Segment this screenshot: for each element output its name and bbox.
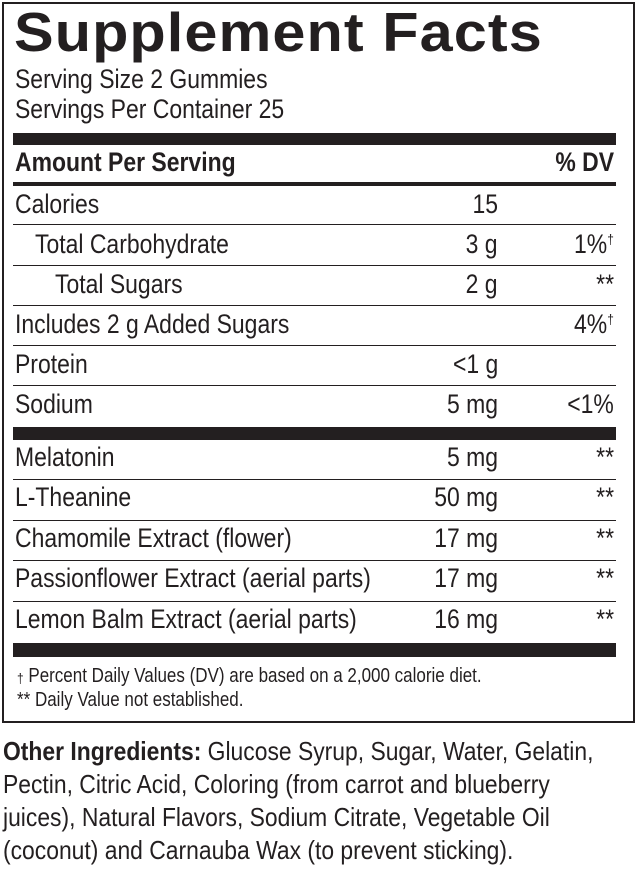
nutrient-amount: 15 (472, 189, 498, 219)
ingredient-amount: 5 mg (446, 442, 498, 472)
nutrient-row: Sodium 5 mg <1% (0, 389, 637, 429)
amount-header: Amount Per Serving (15, 147, 236, 177)
ingredient-amount: 17 mg (434, 523, 498, 553)
nutrient-name: Total Sugars (55, 269, 183, 299)
header-row: Amount Per Serving % DV (0, 147, 637, 187)
footnote-not-established: ** Daily Value not established. (17, 689, 244, 711)
nutrient-amount: 2 g (466, 269, 498, 299)
row-divider (13, 479, 616, 480)
ingredient-row: Passionflower Extract (aerial parts) 17 … (0, 563, 637, 603)
nutrient-row: Calories 15 (0, 189, 637, 229)
ingredient-dv: ** (596, 523, 614, 553)
panel-title: Supplement Facts (14, 1, 543, 63)
row-divider (13, 601, 616, 602)
nutrient-row: Protein <1 g (0, 349, 637, 389)
row-divider (13, 305, 616, 306)
ingredient-dv: ** (596, 482, 614, 512)
row-divider (13, 560, 616, 561)
ingredient-name: Lemon Balm Extract (aerial parts) (15, 604, 357, 634)
ingredient-name: Melatonin (15, 442, 115, 472)
ingredient-amount: 50 mg (434, 482, 498, 512)
nutrient-row: Total Carbohydrate 3 g 1%† (0, 229, 637, 269)
nutrient-row: Includes 2 g Added Sugars 4%† (0, 309, 637, 349)
nutrient-dv: ** (596, 269, 614, 299)
nutrient-name: Includes 2 g Added Sugars (15, 309, 290, 339)
nutrient-name: Sodium (15, 389, 93, 419)
ingredient-name: Chamomile Extract (flower) (15, 523, 292, 553)
nutrient-amount: 3 g (466, 229, 498, 259)
row-divider (13, 345, 616, 346)
ingredient-dv: ** (596, 442, 614, 472)
ingredient-row: L-Theanine 50 mg ** (0, 482, 637, 522)
nutrient-name: Total Carbohydrate (35, 229, 229, 259)
row-divider (13, 224, 616, 225)
serving-size: Serving Size 2 Gummies (15, 64, 268, 94)
divider-thick (13, 427, 616, 440)
nutrient-dv: 4%† (574, 309, 614, 339)
nutrient-amount: 5 mg (446, 389, 498, 419)
ingredient-row: Melatonin 5 mg ** (0, 442, 637, 482)
nutrient-name: Calories (15, 189, 100, 219)
nutrient-amount: <1 g (452, 349, 498, 379)
ingredient-amount: 17 mg (434, 563, 498, 593)
nutrient-dv: 1%† (574, 229, 614, 259)
row-divider (13, 385, 616, 386)
supplement-facts-panel (2, 2, 635, 723)
nutrient-row: Total Sugars 2 g ** (0, 269, 637, 309)
divider-thick (13, 643, 616, 657)
divider-medium (13, 182, 616, 186)
divider-thick (13, 133, 616, 145)
ingredient-name: L-Theanine (15, 482, 132, 512)
nutrient-name: Protein (15, 349, 88, 379)
ingredient-dv: ** (596, 563, 614, 593)
ingredient-amount: 16 mg (434, 604, 498, 634)
footnote-dv: † Percent Daily Values (DV) are based on… (17, 665, 482, 687)
servings-per-container: Servings Per Container 25 (15, 94, 285, 124)
row-divider (13, 265, 616, 266)
other-ingredients: Other Ingredients: Glucose Syrup, Sugar,… (3, 736, 594, 865)
ingredient-row: Chamomile Extract (flower) 17 mg ** (0, 523, 637, 563)
ingredient-dv: ** (596, 604, 614, 634)
row-divider (13, 520, 616, 521)
ingredient-row: Lemon Balm Extract (aerial parts) 16 mg … (0, 604, 637, 644)
ingredient-name: Passionflower Extract (aerial parts) (15, 563, 371, 593)
dv-header: % DV (555, 147, 614, 177)
nutrient-dv: <1% (567, 389, 614, 419)
